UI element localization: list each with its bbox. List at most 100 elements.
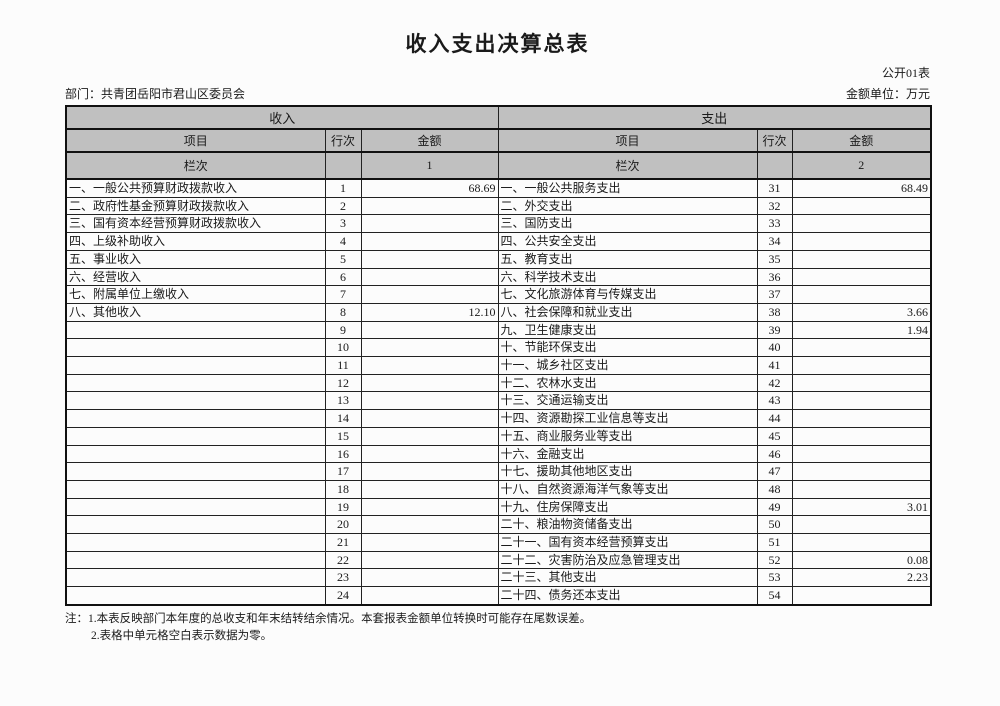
page-title: 收入支出决算总表 <box>405 32 590 56</box>
expense-amount-cell <box>791 285 932 304</box>
table-row: 18 十八、自然资源海洋气象等支出 48 <box>65 479 932 499</box>
table-row: 22 二十二、灾害防治及应急管理支出 52 0.08 <box>65 550 932 570</box>
table-row: 16 十六、金融支出 46 <box>65 444 932 464</box>
expense-amount-cell <box>791 232 932 251</box>
expense-index-line <box>756 151 793 180</box>
income-amount-cell <box>360 568 499 588</box>
income-amount-cell <box>360 232 499 251</box>
income-amount-cell <box>360 550 499 570</box>
income-item-cell <box>65 409 326 428</box>
income-line-cell: 1 <box>324 178 362 198</box>
income-item-cell <box>65 497 326 517</box>
notes: 注：1.本表反映部门本年度的总收支和年末结转结余情况。本套报表金额单位转换时可能… <box>65 611 930 645</box>
income-item-cell <box>65 391 326 411</box>
table-row: 七、附属单位上缴收入 7 七、文化旅游体育与传媒支出 37 <box>65 285 932 304</box>
expense-line-cell: 34 <box>756 232 793 251</box>
expense-item-cell: 十五、商业服务业等支出 <box>497 426 758 446</box>
income-item-cell: 七、附属单位上缴收入 <box>65 285 326 304</box>
expense-amount-cell <box>791 196 932 216</box>
income-amount-cell <box>360 533 499 552</box>
income-item-cell <box>65 462 326 481</box>
expense-item-cell: 六、科学技术支出 <box>497 267 758 287</box>
income-amount-cell <box>360 285 499 304</box>
expense-line-cell: 45 <box>756 426 793 446</box>
meta-row: 部门：共青团岳阳市君山区委员会 金额单位：万元 <box>65 87 930 102</box>
table-body: 一、一般公共预算财政拨款收入 1 68.69 一、一般公共服务支出 31 68.49 二、政… <box>65 178 932 606</box>
expense-amount-cell <box>791 338 932 358</box>
income-amount-cell: 68.69 <box>360 178 499 198</box>
expense-amount-cell <box>791 586 932 606</box>
income-amount-cell <box>360 338 499 358</box>
expense-line-cell: 54 <box>756 586 793 606</box>
expense-amount-cell <box>791 426 932 446</box>
income-item-cell <box>65 373 326 393</box>
expense-group-header: 支出 <box>497 105 932 130</box>
income-item-cell <box>65 320 326 340</box>
expense-line-no-header: 行次 <box>756 128 793 153</box>
income-item-cell: 六、经营收入 <box>65 267 326 287</box>
expense-amount-cell: 1.94 <box>791 320 932 340</box>
income-item-cell <box>65 568 326 588</box>
income-amount-cell <box>360 356 499 375</box>
income-amount-cell <box>360 409 499 428</box>
table-row: 五、事业收入 5 五、教育支出 35 <box>65 249 932 269</box>
income-amount-cell <box>360 426 499 446</box>
expense-line-cell: 32 <box>756 196 793 216</box>
income-line-cell: 5 <box>324 249 362 269</box>
income-amount-cell <box>360 249 499 269</box>
income-line-cell: 18 <box>324 479 362 499</box>
income-item-cell <box>65 550 326 570</box>
table-row: 19 十九、住房保障支出 49 3.01 <box>65 497 932 517</box>
expense-line-cell: 40 <box>756 338 793 358</box>
expense-line-cell: 37 <box>756 285 793 304</box>
income-amount-index: 1 <box>360 151 499 180</box>
expense-item-cell: 十、节能环保支出 <box>497 338 758 358</box>
expense-line-cell: 43 <box>756 391 793 411</box>
expense-line-cell: 50 <box>756 515 793 535</box>
note-prefix: 注： <box>65 612 88 625</box>
expense-index-label: 栏次 <box>497 151 758 180</box>
income-item-cell: 八、其他收入 <box>65 302 326 322</box>
expense-item-cell: 一、一般公共服务支出 <box>497 178 758 198</box>
expense-amount-cell <box>791 409 932 428</box>
income-line-cell: 11 <box>324 356 362 375</box>
expense-amount-cell: 68.49 <box>791 178 932 198</box>
expense-amount-cell <box>791 356 932 375</box>
expense-line-cell: 31 <box>756 178 793 198</box>
expense-item-cell: 二十、粮油物资储备支出 <box>497 515 758 535</box>
table-row: 四、上级补助收入 4 四、公共安全支出 34 <box>65 232 932 251</box>
income-line-cell: 15 <box>324 426 362 446</box>
income-amount-cell <box>360 497 499 517</box>
table-row: 14 十四、资源勘探工业信息等支出 44 <box>65 409 932 428</box>
income-item-cell <box>65 356 326 375</box>
table-row: 八、其他收入 8 12.10 八、社会保障和就业支出 38 3.66 <box>65 302 932 322</box>
department-label: 部门：共青团岳阳市君山区委员会 <box>65 87 246 101</box>
table-row: 17 十七、援助其他地区支出 47 <box>65 462 932 481</box>
table-row: 六、经营收入 6 六、科学技术支出 36 <box>65 267 932 287</box>
income-amount-cell <box>360 586 499 606</box>
income-item-cell: 五、事业收入 <box>65 249 326 269</box>
expense-amount-cell: 0.08 <box>791 550 932 570</box>
income-amount-header: 金额 <box>360 128 499 153</box>
expense-line-cell: 39 <box>756 320 793 340</box>
income-item-cell <box>65 515 326 535</box>
income-amount-cell <box>360 515 499 535</box>
expense-amount-cell <box>791 515 932 535</box>
income-index-line <box>324 151 362 180</box>
income-amount-cell <box>360 214 499 234</box>
income-amount-cell <box>360 444 499 464</box>
income-item-cell <box>65 426 326 446</box>
table-row: 三、国有资本经营预算财政拨款收入 3 三、国防支出 33 <box>65 214 932 234</box>
expense-amount-cell <box>791 267 932 287</box>
expense-item-cell: 二十四、债务还本支出 <box>497 586 758 606</box>
table-row: 13 十三、交通运输支出 43 <box>65 391 932 411</box>
note-line-2: 2.表格中单元格空白表示数据为零。 <box>91 629 273 642</box>
expense-item-cell: 十一、城乡社区支出 <box>497 356 758 375</box>
expense-amount-header: 金额 <box>791 128 932 153</box>
income-line-cell: 8 <box>324 302 362 322</box>
income-amount-cell <box>360 462 499 481</box>
expense-amount-cell <box>791 533 932 552</box>
income-line-cell: 19 <box>324 497 362 517</box>
column-header-row: 项目 行次 金额 项目 行次 金额 <box>65 128 932 153</box>
expense-amount-cell: 2.23 <box>791 568 932 588</box>
